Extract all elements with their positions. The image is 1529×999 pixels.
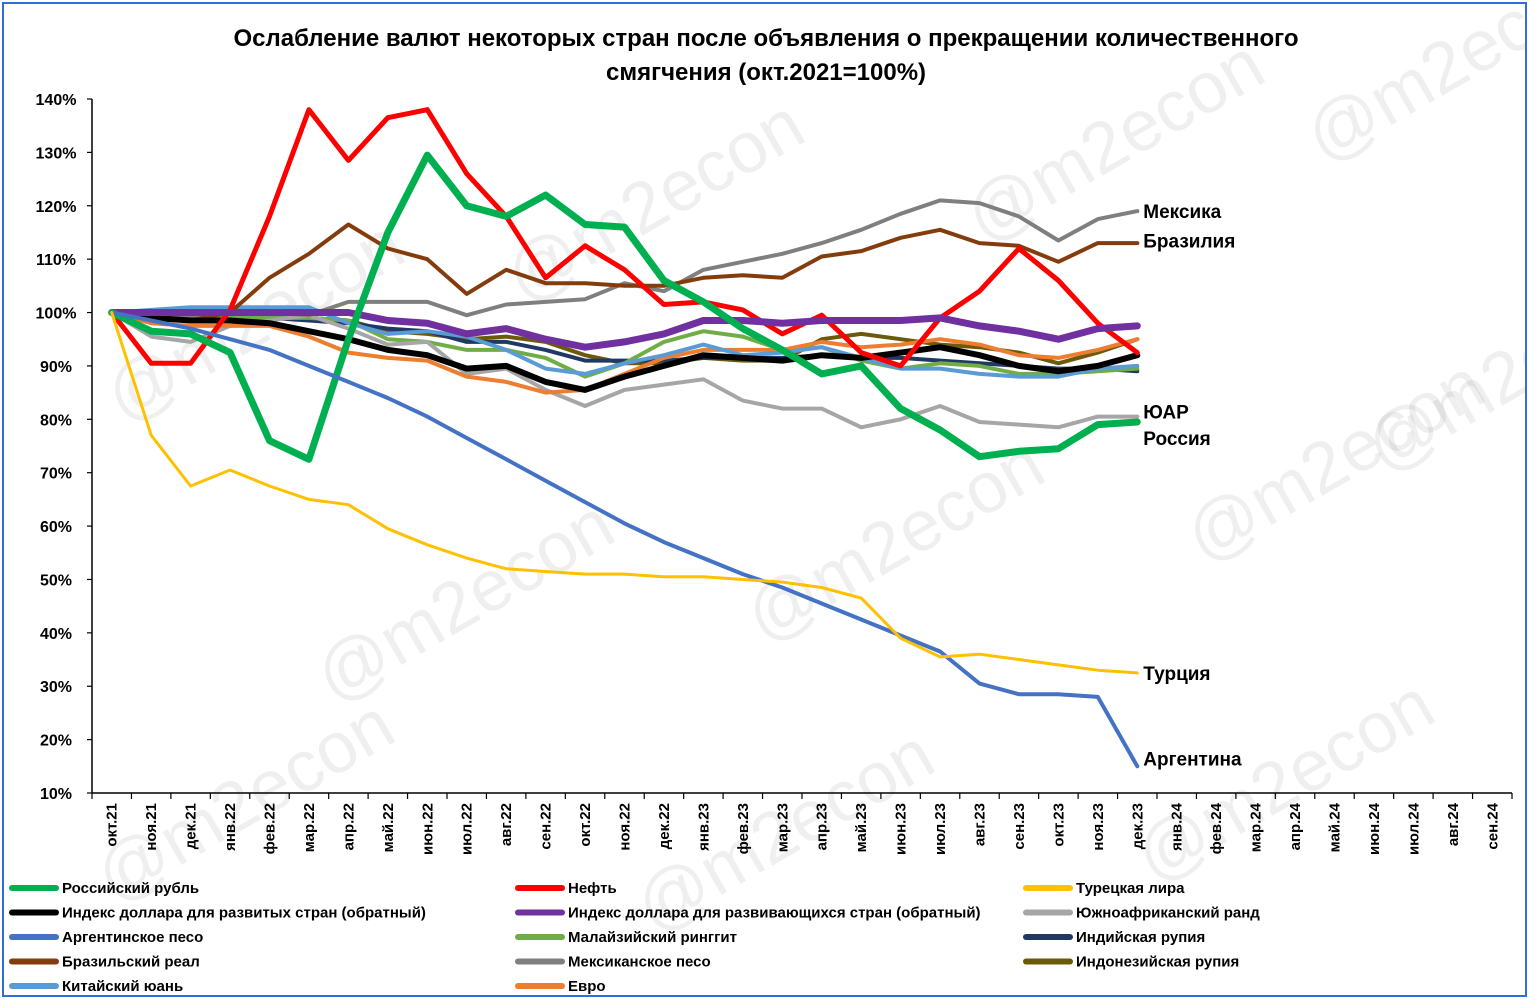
chart-axes: 10% 20% 30% 40% 50% 60% 70% 80% 90% 100% 110% 120% 1… — [36, 92, 1513, 855]
series-line-аргентинское-песо — [109, 310, 1140, 769]
x-tick-label: мар.23 — [774, 803, 791, 852]
legend-label: Индекс доллара для развивающихся стран (… — [568, 905, 981, 922]
series-line-бразильский-реал — [109, 222, 1140, 323]
legend-label: Нефть — [568, 880, 617, 897]
legend-label: Южноафриканский ранд — [1076, 905, 1260, 922]
legend-label: Российский рубль — [62, 880, 199, 897]
x-tick-label: июл.22 — [459, 803, 476, 855]
x-tick-label: авг.22 — [498, 803, 515, 846]
x-tick-label: сен.24 — [1484, 802, 1501, 849]
series-layer — [108, 107, 1141, 769]
chart-title-line-1: Ослабление валют некоторых стран после о… — [233, 25, 1298, 52]
end-label: ЮАР — [1143, 402, 1189, 423]
y-tick-label: 50% — [40, 572, 72, 589]
x-tick-label: авг.24 — [1445, 802, 1462, 846]
legend-label: Китайский юань — [62, 978, 183, 995]
y-tick-label: 70% — [40, 466, 72, 483]
line-chart: @m2econ@m2econ @m2econ @m2econ@m2econ @m2ec… — [9, 4, 1525, 995]
y-tick-label: 110% — [36, 252, 76, 269]
y-tick-label: 100% — [36, 306, 77, 323]
x-tick-label: янв.24 — [1169, 802, 1186, 851]
x-tick-label: июл.23 — [932, 803, 949, 855]
end-label: Аргентина — [1143, 749, 1242, 770]
x-tick-label: ноя.23 — [1090, 803, 1107, 851]
x-tick-label: дек.21 — [183, 803, 200, 849]
x-tick-label: мар.24 — [1248, 802, 1265, 852]
x-tick-label: ноя.22 — [617, 803, 634, 851]
x-tick-label: апр.22 — [340, 803, 357, 850]
y-tick-label: 120% — [36, 199, 77, 216]
x-tick-label: апр.23 — [814, 803, 831, 850]
x-tick-label: июн.23 — [893, 803, 910, 855]
legend-label: Индийская рупия — [1076, 929, 1205, 946]
x-tick-label: окт.21 — [104, 803, 121, 847]
x-tick-label: авг.23 — [972, 803, 989, 846]
x-tick-label: сен.23 — [1011, 803, 1028, 850]
y-tick-label: 90% — [40, 359, 72, 376]
x-tick-label: окт.22 — [577, 803, 594, 847]
watermark-text: @m2econ — [302, 484, 627, 718]
legend: Российский рубль Нефть Турецкая лира Индекс… — [9, 880, 1260, 995]
watermark-text: @m2econ — [1292, 4, 1525, 178]
end-label: Бразилия — [1143, 231, 1235, 252]
y-tick-label: 60% — [40, 519, 72, 536]
x-tick-label: фев.24 — [1208, 802, 1225, 854]
x-tick-label: сен.22 — [538, 803, 555, 850]
series-line-индекс-доллара-для-развивающихся-стран-обратный — [108, 309, 1141, 351]
y-tick-label: 30% — [40, 679, 72, 696]
x-tick-label: окт.23 — [1050, 803, 1067, 847]
y-tick-label: 130% — [36, 145, 77, 162]
y-tick-label: 20% — [40, 733, 72, 750]
x-tick-label: май.23 — [853, 803, 870, 852]
series-line-турецкая-лира — [110, 311, 1139, 675]
y-tick-label: 40% — [40, 626, 72, 643]
series-line-нефть — [109, 107, 1140, 369]
y-tick-label: 80% — [40, 412, 72, 429]
end-label: Мексика — [1143, 202, 1221, 223]
x-tick-label: фев.23 — [735, 803, 752, 854]
watermark-text: @m2econ — [732, 424, 1057, 658]
x-tick-label: янв.22 — [222, 803, 239, 851]
legend-label: Малайзийский ринггит — [568, 929, 737, 946]
series-line-южноафриканский-ранд — [109, 310, 1140, 430]
x-tick-label: дек.22 — [656, 803, 673, 849]
x-tick-label: фев.22 — [262, 803, 279, 854]
watermark-layer: @m2econ@m2econ @m2econ @m2econ@m2econ @m2ec… — [82, 4, 1525, 948]
x-tick-label: май.24 — [1327, 802, 1344, 852]
x-tick-label: ноя.21 — [143, 803, 160, 851]
legend-label: Индонезийская рупия — [1076, 954, 1239, 971]
end-label: Турция — [1143, 664, 1210, 685]
chart-title-line-2: смягчения (окт.2021=100%) — [606, 59, 926, 86]
series-line-китайский-юань — [109, 305, 1140, 379]
legend-label: Турецкая лира — [1076, 880, 1185, 897]
legend-label: Бразильский реал — [62, 954, 200, 971]
legend-label: Индекс доллара для развитых стран (обрат… — [62, 905, 426, 922]
x-tick-label: мар.22 — [301, 803, 318, 852]
y-tick-label: 10% — [40, 786, 72, 803]
end-labels: Мексика Бразилия ЮАР Россия Турция Аргентина — [1143, 202, 1242, 770]
legend-label: Евро — [568, 978, 606, 995]
series-line-индекс-доллара-для-развитых-стран-обратный — [108, 309, 1141, 393]
end-label: Россия — [1143, 429, 1210, 450]
legend-label: Аргентинское песо — [62, 929, 203, 946]
x-tick-label: дек.23 — [1129, 803, 1146, 849]
x-tick-label: июл.24 — [1405, 802, 1422, 855]
watermark-text: @m2econ — [1122, 664, 1447, 898]
watermark-text: @m2econ — [952, 24, 1277, 258]
x-tick-label: янв.23 — [695, 803, 712, 851]
watermark-text: @m2econ — [1352, 254, 1525, 488]
x-tick-label: июн.22 — [419, 803, 436, 855]
series-line-российский-рубль — [108, 151, 1141, 463]
x-tick-label: апр.24 — [1287, 802, 1304, 850]
x-tick-label: июн.24 — [1366, 802, 1383, 855]
legend-label: Мексиканское песо — [568, 954, 711, 971]
y-tick-label: 140% — [36, 92, 77, 109]
x-tick-label: май.22 — [380, 803, 397, 852]
